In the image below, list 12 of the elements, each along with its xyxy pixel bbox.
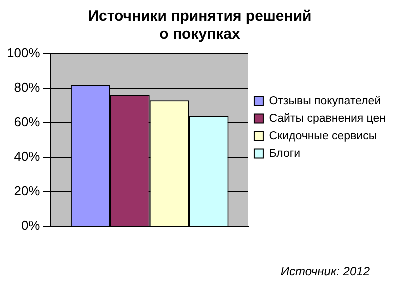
legend-label: Скидочные сервисы (269, 130, 378, 142)
legend-label: Отзывы покупателей (269, 95, 382, 108)
y-tick-label: 20% (14, 184, 41, 199)
legend-label: Сайты сравнения цен (269, 112, 386, 125)
y-tick-label: 80% (14, 80, 41, 96)
y-tick-label: 0% (21, 218, 41, 234)
y-tick-label: 60% (14, 114, 41, 130)
text: Источник: 2012 (280, 264, 370, 278)
y-tick-label: 100% (7, 46, 41, 61)
y-tick-label: 40% (14, 149, 41, 164)
legend-label: Блоги (269, 148, 300, 160)
chart-title: Источники принятия решений о покупках (88, 8, 312, 44)
